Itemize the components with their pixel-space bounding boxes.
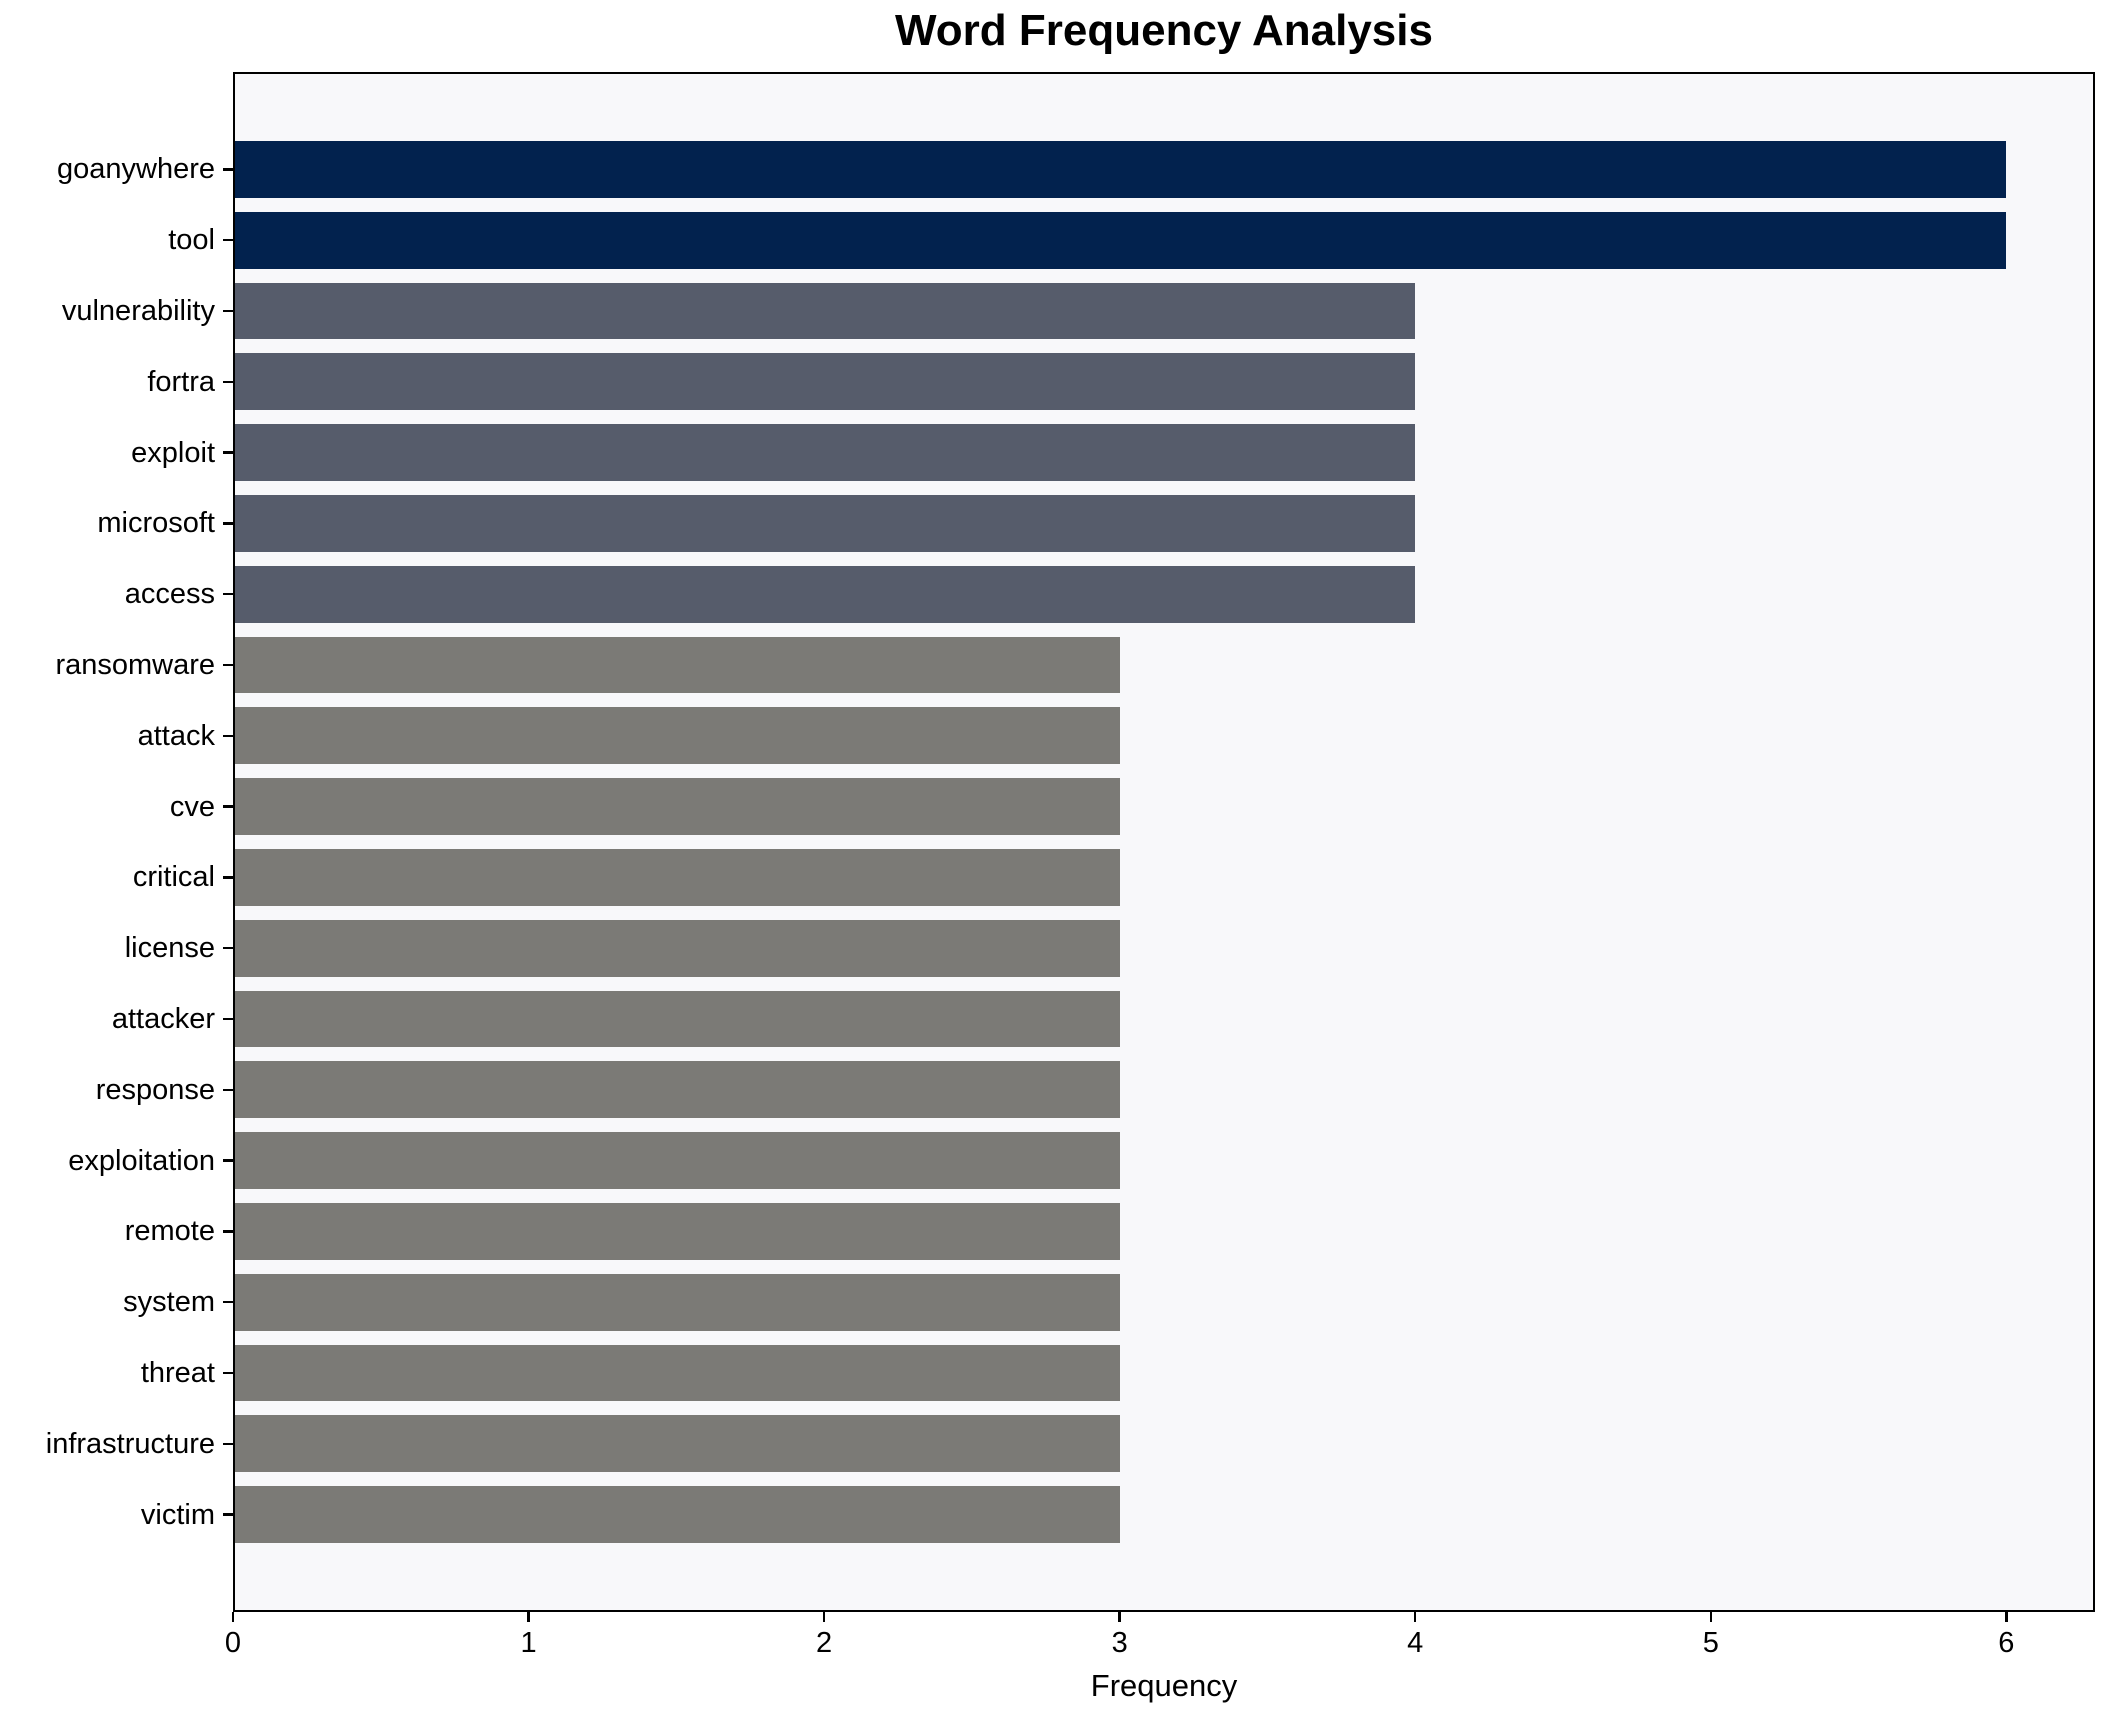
y-tick-mark	[223, 1088, 233, 1092]
y-tick-label-access: access	[124, 578, 215, 611]
y-tick-label-fortra: fortra	[147, 365, 215, 398]
y-tick-label-tool: tool	[168, 224, 215, 257]
y-tick-label-critical: critical	[132, 861, 215, 894]
y-tick-label-response: response	[95, 1073, 215, 1106]
y-tick-mark	[223, 1513, 233, 1516]
x-tick-mark	[1118, 1612, 1121, 1622]
plot-area	[233, 72, 2095, 1612]
bar-remote	[233, 1203, 1120, 1260]
y-tick-label-attacker: attacker	[111, 1003, 215, 1035]
y-tick-label-license: license	[124, 932, 215, 965]
bar-exploitation	[233, 1132, 1120, 1189]
bar-infrastructure	[233, 1415, 1120, 1473]
x-tick-mark	[2005, 1612, 2008, 1622]
bar-goanywhere	[233, 141, 2007, 198]
y-tick-label-victim: victim	[140, 1498, 215, 1531]
y-tick-label-goanywhere: goanywhere	[57, 153, 215, 186]
bar-vulnerability	[233, 282, 1416, 340]
y-tick-mark	[223, 1159, 233, 1162]
bar-critical	[233, 849, 1120, 906]
x-tick-label-4: 4	[1407, 1627, 1424, 1659]
y-tick-label-remote: remote	[124, 1215, 215, 1248]
x-tick-mark	[1709, 1612, 1713, 1622]
y-tick-label-system: system	[123, 1286, 215, 1319]
y-tick-label-cve: cve	[169, 790, 215, 823]
bar-access	[233, 565, 1416, 623]
x-tick-label-3: 3	[1111, 1627, 1128, 1659]
x-tick-label-2: 2	[816, 1627, 833, 1659]
bar-attack	[233, 707, 1120, 765]
bar-cve	[233, 778, 1120, 835]
x-tick-label-5: 5	[1702, 1627, 1719, 1659]
y-tick-mark	[223, 238, 233, 242]
y-tick-mark	[223, 663, 233, 667]
y-tick-mark	[223, 1300, 233, 1304]
y-tick-mark	[223, 168, 233, 171]
x-tick-mark	[1413, 1612, 1417, 1622]
y-tick-label-infrastructure: infrastructure	[45, 1427, 215, 1460]
y-tick-label-ransomware: ransomware	[55, 649, 215, 681]
bar-microsoft	[233, 495, 1416, 552]
y-tick-mark	[223, 592, 233, 596]
y-tick-label-vulnerability: vulnerability	[61, 295, 215, 327]
y-tick-mark	[223, 451, 233, 454]
y-tick-mark	[223, 522, 233, 525]
x-tick-label-6: 6	[1998, 1627, 2015, 1659]
y-tick-mark	[223, 309, 233, 313]
bar-fortra	[233, 353, 1416, 411]
x-tick-mark	[527, 1612, 530, 1622]
bar-exploit	[233, 424, 1416, 481]
x-tick-label-0: 0	[224, 1627, 242, 1659]
x-tick-mark	[231, 1612, 235, 1622]
x-tick-mark	[822, 1612, 826, 1622]
y-tick-mark	[223, 1230, 233, 1233]
x-tick-label-1: 1	[520, 1627, 537, 1659]
bar-system	[233, 1273, 1120, 1331]
y-tick-mark	[223, 946, 233, 950]
y-tick-mark	[223, 1371, 233, 1375]
bar-license	[233, 919, 1120, 977]
y-tick-mark	[223, 734, 233, 738]
y-tick-label-microsoft: microsoft	[97, 507, 215, 540]
bar-victim	[233, 1486, 1120, 1543]
bar-attacker	[233, 990, 1120, 1048]
y-tick-mark	[223, 1017, 233, 1021]
bar-threat	[233, 1344, 1120, 1402]
bar-ransomware	[233, 636, 1120, 694]
y-tick-label-threat: threat	[140, 1357, 215, 1389]
y-tick-mark	[223, 380, 233, 384]
y-tick-label-attack: attack	[137, 719, 215, 752]
y-tick-mark	[223, 876, 233, 879]
bar-response	[233, 1061, 1120, 1119]
y-tick-mark	[223, 1442, 233, 1446]
y-tick-label-exploitation: exploitation	[68, 1144, 215, 1177]
y-tick-label-exploit: exploit	[131, 436, 215, 469]
x-axis-label: Frequency	[1090, 1668, 1238, 1703]
bar-tool	[233, 211, 2007, 269]
chart-title: Word Frequency Analysis	[895, 6, 1433, 55]
y-tick-mark	[223, 805, 233, 808]
